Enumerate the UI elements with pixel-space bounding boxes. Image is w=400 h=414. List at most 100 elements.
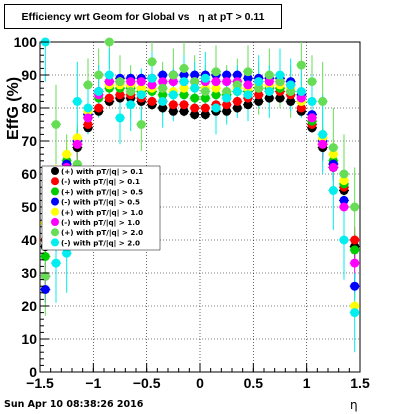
x-tick-label: −1.5 (26, 375, 54, 391)
data-point (40, 252, 50, 261)
data-point (222, 93, 232, 103)
data-point (275, 77, 285, 87)
timestamp: Sun Apr 10 08:38:26 2016 (4, 399, 144, 410)
data-point (328, 143, 338, 153)
data-point (328, 186, 338, 195)
data-point (232, 87, 242, 96)
data-point (62, 149, 72, 159)
data-point (62, 248, 72, 258)
data-point (286, 87, 296, 96)
data-point (179, 90, 189, 100)
data-point (243, 90, 253, 100)
data-point (94, 87, 104, 96)
data-point (179, 70, 189, 80)
data-point (200, 103, 210, 113)
x-axis-label: η (350, 398, 358, 412)
data-point (136, 77, 146, 87)
data-point (275, 93, 285, 103)
y-tick-label: 60 (21, 166, 37, 182)
data-point (222, 87, 232, 96)
data-point (222, 70, 232, 80)
y-axis-label: EffG (%) (5, 76, 22, 140)
data-point (190, 103, 200, 113)
legend-entry: (+) with pT/|q| > 0.1 (61, 167, 143, 177)
data-point (232, 96, 242, 106)
data-point (254, 96, 264, 106)
data-point (200, 93, 210, 103)
legend-entry: (+) with pT/|q| > 1.0 (61, 208, 143, 218)
data-point (243, 100, 253, 110)
data-point (211, 90, 221, 100)
data-point (286, 80, 296, 90)
data-point (222, 77, 232, 87)
legend-entry: (-) with pT/|q| > 0.1 (61, 177, 140, 187)
legend-marker (51, 177, 59, 186)
data-point (307, 96, 317, 106)
data-point (179, 106, 189, 116)
data-point (211, 103, 221, 113)
data-point (126, 77, 136, 87)
data-point (179, 83, 189, 93)
data-point (158, 83, 168, 93)
data-point (190, 83, 200, 93)
x-tick-label: −0.5 (133, 375, 161, 391)
legend-marker (51, 167, 59, 175)
data-point (339, 195, 349, 205)
legend-marker (51, 228, 59, 237)
data-point (168, 106, 178, 116)
legend: (+) with pT/|q| > 0.1(-) with pT/|q| > 0… (41, 165, 161, 251)
data-point (243, 80, 253, 90)
data-point (147, 57, 157, 67)
data-point (115, 113, 125, 123)
legend-box (41, 165, 161, 251)
data-point (200, 73, 210, 83)
data-point (339, 176, 349, 186)
data-point (126, 87, 136, 96)
data-point (179, 63, 189, 73)
data-point (264, 87, 274, 96)
data-point (147, 73, 157, 83)
data-point (243, 73, 253, 83)
data-point (264, 93, 274, 103)
data-point (168, 77, 178, 87)
legend-marker (51, 207, 59, 216)
data-point (40, 271, 50, 281)
data-point (318, 96, 328, 106)
x-tick-label: 0 (196, 375, 204, 391)
data-point (275, 70, 285, 80)
x-tick-label: 1.5 (350, 375, 370, 391)
y-tick-label: 50 (21, 199, 37, 215)
data-point (307, 77, 317, 87)
data-point (168, 100, 178, 110)
data-point (339, 202, 349, 212)
data-point (126, 100, 136, 110)
x-tick-label: −1 (85, 375, 101, 391)
y-tick-label: 80 (21, 100, 37, 116)
x-tick-label: 0.5 (244, 375, 264, 391)
data-point (350, 258, 360, 268)
data-point (158, 90, 168, 100)
y-tick-label: 90 (21, 67, 37, 83)
data-point (190, 77, 200, 87)
data-point (158, 77, 168, 87)
data-point (254, 90, 264, 100)
data-point (232, 103, 242, 113)
data-point (339, 169, 349, 179)
data-point (190, 110, 200, 120)
legend-entry: (+) with pT/|q| > 0.5 (61, 187, 143, 197)
data-point (158, 103, 168, 113)
y-tick-label: 40 (21, 232, 37, 248)
data-point (51, 258, 61, 268)
data-point (350, 202, 360, 212)
data-point (350, 245, 360, 255)
legend-marker (51, 187, 59, 196)
legend-entry: (-) with pT/|q| > 2.0 (61, 238, 140, 248)
y-tick-label: 30 (21, 265, 37, 281)
data-point (211, 67, 221, 77)
data-point (232, 70, 242, 80)
data-point (168, 70, 178, 80)
data-point (211, 83, 221, 93)
data-point (115, 90, 125, 100)
data-point (350, 235, 360, 245)
